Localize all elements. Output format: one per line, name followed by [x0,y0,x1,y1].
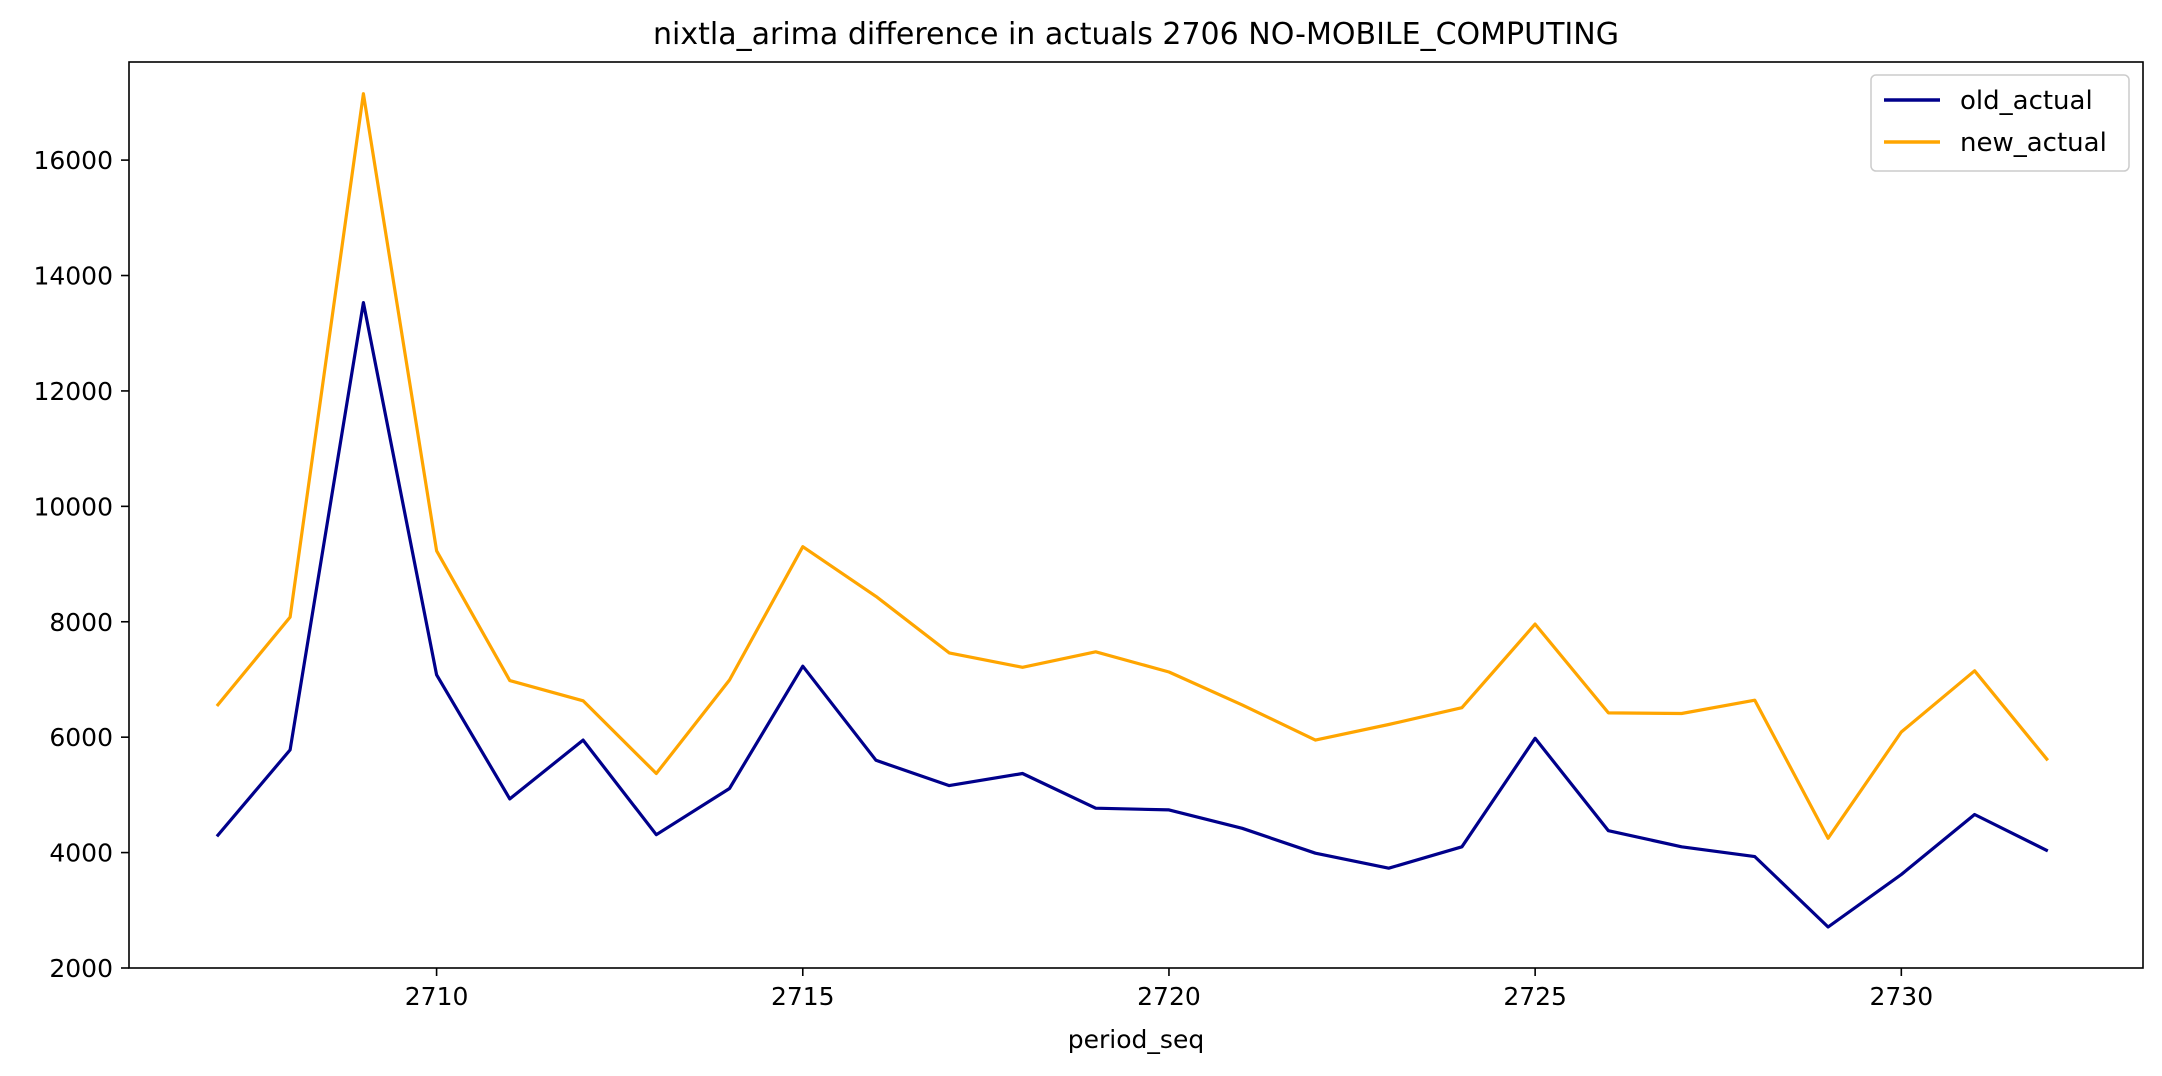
x-tick-label: 2725 [1503,982,1567,1011]
y-tick-label: 4000 [49,839,113,868]
y-tick-label: 2000 [49,954,113,983]
plot-frame [128,61,2144,969]
chart-title: nixtla_arima difference in actuals 2706 … [653,17,1619,52]
legend-label-new-actual: new_actual [1960,128,2107,158]
legend-label-old-actual: old_actual [1960,86,2093,116]
x-tick-label: 2730 [1870,982,1934,1011]
legend: old_actual new_actual [1870,74,2130,172]
x-tick-label: 2715 [771,982,835,1011]
series-line-new-actual [215,92,2050,840]
x-tick-label: 2710 [405,982,469,1011]
y-tick-label: 6000 [49,723,113,752]
y-tick-label: 16000 [33,146,113,175]
y-tick-label: 10000 [33,492,113,521]
y-tick-label: 12000 [33,377,113,406]
y-tick-label: 14000 [33,262,113,291]
y-tick-label: 8000 [49,608,113,637]
series-line-old-actual [215,301,2049,929]
x-axis-title: period_seq [1068,1025,1204,1054]
x-axis-ticks: 2710 2715 2720 2725 2730 [405,968,1933,1011]
x-tick-label: 2720 [1137,982,1201,1011]
plot-lines [215,92,2050,929]
y-axis-ticks: 2000 4000 6000 8000 10000 12000 14000 16000 [33,146,129,983]
